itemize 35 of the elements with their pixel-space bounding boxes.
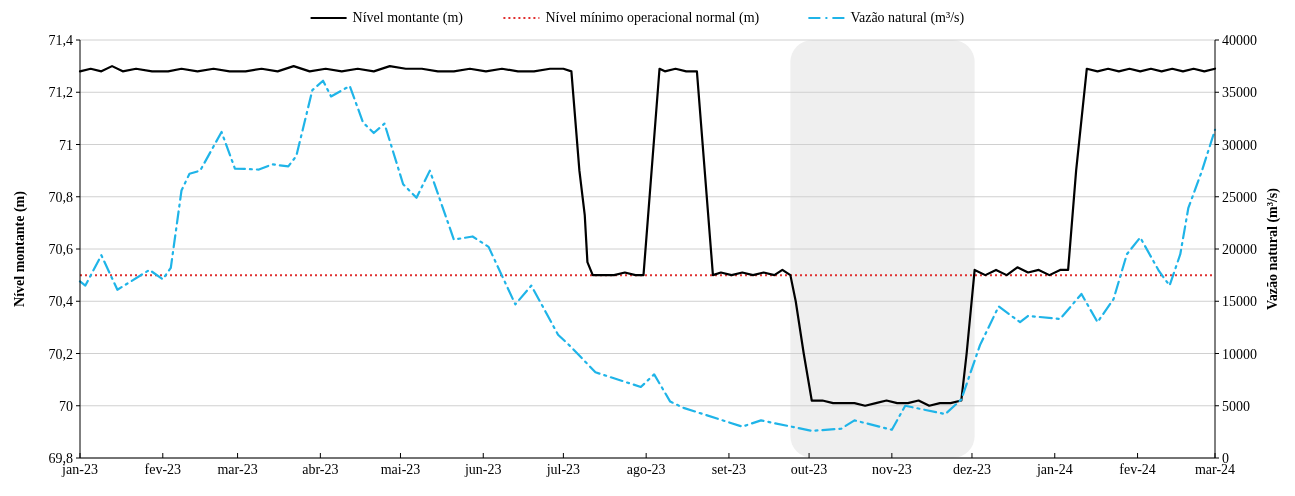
legend-label: Vazão natural (m³/s) xyxy=(850,10,965,26)
x-tick-label: fev-23 xyxy=(144,462,182,477)
x-tick-label: dez-23 xyxy=(952,462,992,477)
y2-tick-label: 10000 xyxy=(1222,346,1257,362)
y-tick-label: 71,2 xyxy=(48,85,73,101)
x-tick-label: nov-23 xyxy=(872,462,912,477)
x-tick-label: out-23 xyxy=(790,462,828,477)
x-tick-label: jan-24 xyxy=(1035,462,1073,477)
x-tick-label: mar-23 xyxy=(217,462,258,477)
x-tick-label: abr-23 xyxy=(302,462,339,477)
y-tick-label: 71,4 xyxy=(48,33,73,48)
y-tick-label: 71 xyxy=(59,137,73,153)
y2-tick-label: 35000 xyxy=(1222,85,1257,101)
x-tick-label: mai-23 xyxy=(380,462,421,477)
y-tick-label: 69,8 xyxy=(48,451,73,466)
y2-tick-label: 25000 xyxy=(1222,189,1257,205)
y2-axis-title: Vazão natural (m³/s) xyxy=(1265,187,1281,310)
x-tick-label: ago-23 xyxy=(626,462,666,477)
y-tick-label: 70,6 xyxy=(48,242,73,257)
y2-tick-label: 40000 xyxy=(1222,33,1257,48)
legend-label: Nível mínimo operacional normal (m) xyxy=(545,10,760,26)
x-tick-label: set-23 xyxy=(711,462,747,477)
y-tick-label: 70 xyxy=(59,398,73,414)
x-tick-label: fev-24 xyxy=(1119,462,1156,477)
legend-label: Nível montante (m) xyxy=(352,10,464,26)
y-tick-label: 70,8 xyxy=(48,189,73,205)
y2-tick-label: 15000 xyxy=(1222,294,1257,310)
y2-tick-label: 30000 xyxy=(1222,137,1257,153)
y2-tick-label: 20000 xyxy=(1222,242,1257,257)
x-tick-label: jul-23 xyxy=(545,462,581,477)
y-tick-label: 70,2 xyxy=(48,346,73,362)
y-axis-title: Nível montante (m) xyxy=(12,190,28,307)
y-tick-label: 70,4 xyxy=(48,294,73,310)
x-tick-label: jun-23 xyxy=(463,462,502,477)
y2-tick-label: 5000 xyxy=(1222,398,1250,414)
